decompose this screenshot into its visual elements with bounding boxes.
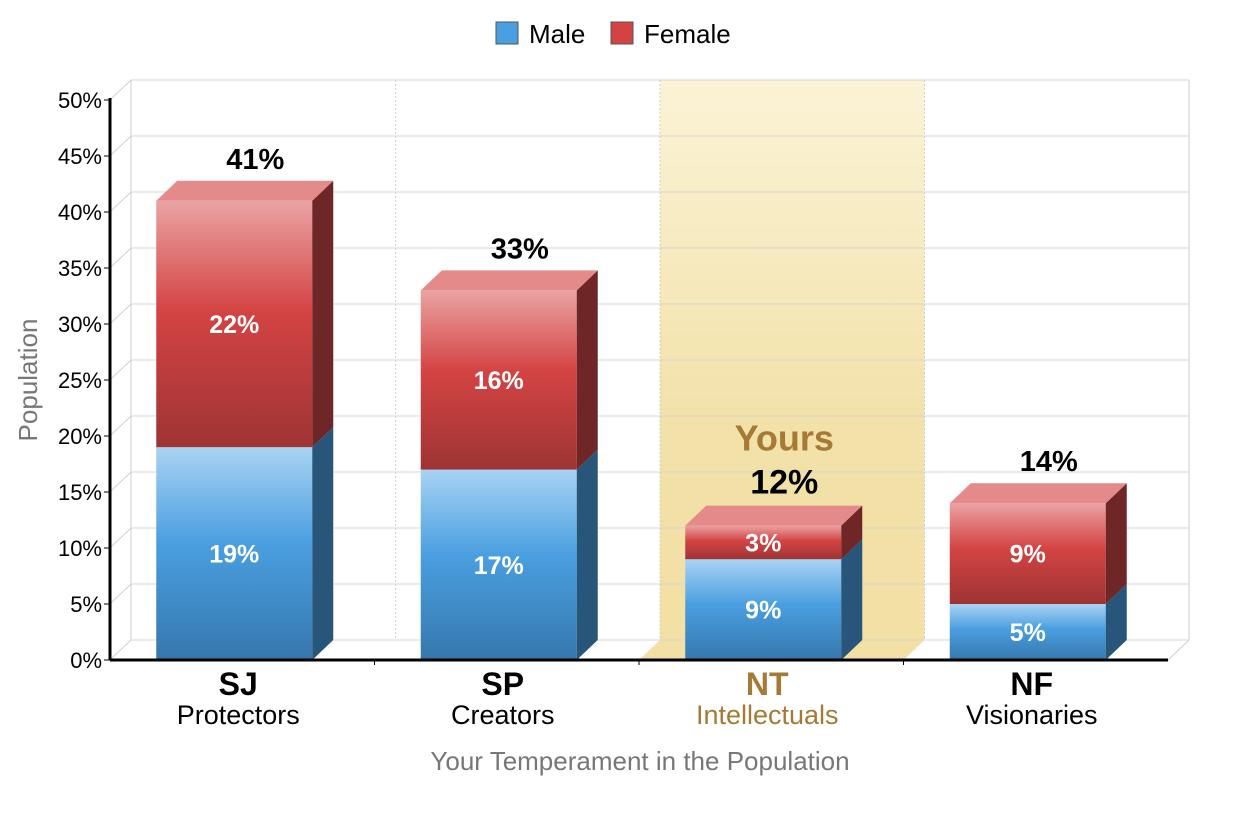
total-label: 41%: [226, 144, 284, 176]
segment-label: 3%: [745, 529, 781, 557]
gridline-diagonal: [109, 359, 132, 381]
y-tick-label: 35%: [58, 256, 102, 281]
y-tick-label: 45%: [58, 144, 102, 169]
bar-side-sj-female: [312, 180, 334, 448]
y-axis-title: Population: [13, 319, 43, 442]
bar-side-sp-male: [576, 449, 598, 660]
x-axis-title: Your Temperament in the Population: [430, 746, 849, 776]
segment-label: 5%: [1010, 619, 1046, 647]
bar-side-nt-male: [841, 539, 863, 660]
bar-top-sj: [156, 180, 334, 201]
y-tick-label: 20%: [58, 424, 102, 449]
yours-label: Yours: [735, 418, 834, 459]
total-label: 14%: [1020, 446, 1078, 478]
bar-nf-female: [949, 503, 1106, 604]
bar-nt-female: [685, 525, 842, 560]
bar-sp-male: [420, 469, 577, 660]
category-name: Protectors: [177, 700, 300, 730]
category-name: Creators: [451, 700, 555, 730]
y-tick-label: 25%: [58, 368, 102, 393]
y-tick-label: 0%: [70, 648, 102, 673]
y-tick-label: 40%: [58, 200, 102, 225]
bar-top-sp: [420, 270, 598, 291]
legend-label-male: Male: [529, 19, 585, 49]
category-name: Intellectuals: [696, 700, 839, 730]
bar-nf-male: [949, 604, 1106, 660]
bar-side-nf-male: [1105, 584, 1127, 660]
gridline-diagonal: [109, 135, 132, 157]
category-name: Visionaries: [966, 700, 1098, 730]
bar-sj-female: [156, 200, 313, 448]
gridline-diagonal: [109, 471, 132, 493]
category-code: SJ: [219, 666, 258, 702]
bar-sj-male: [156, 447, 313, 660]
bar-side-nt-female: [841, 505, 863, 560]
legend-label-female: Female: [644, 19, 731, 49]
segment-label: 9%: [1010, 541, 1046, 569]
gridline-diagonal: [109, 639, 132, 661]
segment-label: 17%: [474, 552, 524, 580]
floor-edge: [1167, 639, 1190, 661]
y-tick-label: 5%: [70, 592, 102, 617]
bar-sp-female: [420, 290, 577, 470]
gridline-diagonal: [109, 527, 132, 549]
total-label: 33%: [491, 233, 549, 265]
segment-label: 9%: [745, 597, 781, 625]
bar-side-sj-male: [312, 427, 334, 660]
legend: Male Female: [495, 19, 731, 49]
bar-side-sp-female: [576, 270, 598, 470]
gridline-diagonal: [109, 583, 132, 605]
total-label: 12%: [750, 464, 818, 502]
segment-label: 19%: [209, 541, 259, 569]
bar-top-nf: [949, 483, 1127, 504]
gridline-diagonal: [109, 191, 132, 213]
y-tick-label: 30%: [58, 312, 102, 337]
bar-nt-male: [685, 559, 842, 660]
segment-label: 22%: [209, 311, 259, 339]
y-tick-label: 50%: [58, 88, 102, 113]
legend-swatch-male: [495, 21, 519, 45]
category-code: NF: [1010, 666, 1053, 702]
gridline-diagonal: [109, 79, 132, 101]
y-tick-label: 10%: [58, 536, 102, 561]
gridline-diagonal: [109, 415, 132, 437]
gridline-diagonal: [109, 303, 132, 325]
legend-swatch-female: [610, 21, 634, 45]
bar-top-nt: [685, 505, 863, 526]
category-code: NT: [746, 666, 789, 702]
gridline-diagonal: [109, 247, 132, 269]
category-code: SP: [481, 666, 524, 702]
segment-label: 16%: [474, 367, 524, 395]
bar-side-nf-female: [1105, 483, 1127, 604]
y-tick-label: 15%: [58, 480, 102, 505]
